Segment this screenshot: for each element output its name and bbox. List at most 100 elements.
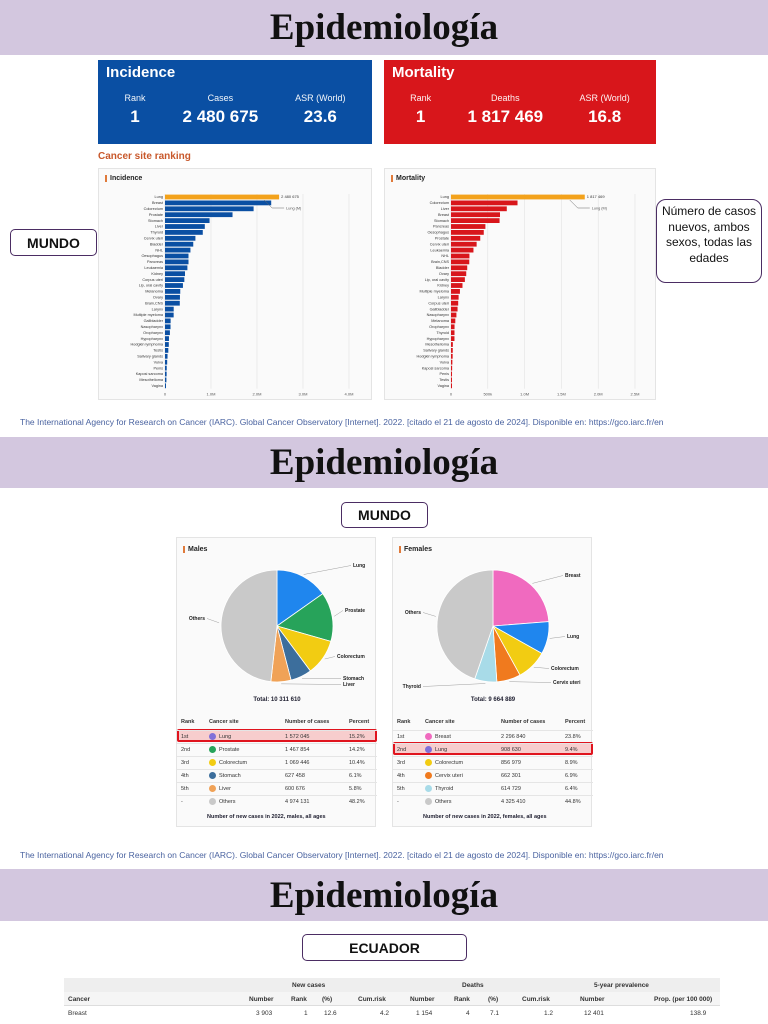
bar [451, 277, 465, 282]
legend-dot [209, 733, 216, 740]
rank-label: Rank [124, 93, 146, 103]
table-cell: 14.2% [349, 746, 365, 753]
bar [165, 283, 183, 288]
category-label: Mesothelioma [425, 343, 450, 347]
cell: Breast [68, 1010, 87, 1017]
table-row: 1st Lung 1 572 045 15.2% [177, 730, 377, 742]
cell: 1 [304, 1010, 308, 1017]
category-label: Leukaemia [144, 266, 163, 270]
leader-line [324, 656, 336, 660]
table-cell: 23.8% [565, 733, 581, 740]
category-label: Oesophagus [427, 231, 449, 235]
bar [165, 359, 168, 365]
legend-dot [209, 759, 216, 766]
table-cell: 6.1% [349, 772, 362, 779]
bar [451, 294, 459, 300]
slice-label: Thyroid [403, 684, 421, 690]
bar [165, 253, 189, 259]
rank-label: Rank [410, 93, 432, 103]
group-prevalence: 5-year prevalence [594, 982, 649, 989]
bar [451, 312, 457, 318]
category-label: Penis [154, 366, 164, 370]
category-label: Bladder [436, 266, 450, 270]
category-label: Kidney [151, 272, 163, 276]
table-cell: 4 325 410 [501, 798, 526, 805]
slice-label: Others [189, 616, 205, 622]
bar [165, 271, 186, 277]
table-cell: 2nd [397, 746, 407, 753]
table-row: 4th Cervix uteri 662 301 6.9% [393, 769, 593, 781]
slice-label: Others [405, 610, 421, 616]
incidence-title: Incidence [106, 64, 176, 81]
table-row: - Others 4 974 131 48.2% [177, 795, 377, 807]
category-label: Testis [153, 349, 163, 353]
category-label: Kaposi sarcoma [136, 372, 164, 376]
bar [165, 218, 210, 223]
slice-label: Lung [567, 634, 579, 640]
mortality-deaths: 1 817 469 [467, 107, 544, 126]
category-label: Colorectum [144, 207, 163, 211]
category-label: Prostate [149, 213, 163, 217]
col-number: Number [249, 996, 274, 1003]
category-label: Prostate [435, 237, 449, 241]
bar [451, 224, 486, 229]
category-label: Melanoma [145, 290, 164, 294]
bar [165, 247, 191, 253]
category-label: Corpus uteri [142, 278, 163, 282]
slice-label: Lung [353, 563, 365, 569]
slice-label: Breast [565, 573, 581, 579]
mortality-bar-chart: 0 500k 1.0M 1.5M 2.0M 2.5M Lung Colorectum Liver… [417, 194, 639, 397]
incidence-cases: 2 480 675 [182, 107, 259, 126]
mortality-card: Mortality Rank 1 Deaths 1 817 469 ASR (Wor… [384, 60, 656, 144]
category-label: Salivary glands [137, 355, 163, 359]
ecuador-table: New cases Deaths 5-year prevalence Cance… [64, 978, 720, 1020]
section-header: Epidemiología [0, 869, 768, 921]
table-cell: 5th [397, 785, 405, 792]
category-label: Lung [441, 195, 449, 199]
category-label: Brain,CNS [431, 260, 449, 264]
table-group-header: New cases Deaths 5-year prevalence [64, 978, 720, 992]
table-cell: 4th [181, 772, 189, 779]
table-cell: 44.8% [565, 798, 581, 805]
category-label: Brain,CNS [145, 301, 163, 305]
legend-dot [209, 772, 216, 779]
bar [451, 235, 481, 241]
category-label: Colorectum [430, 201, 449, 205]
cell: 138.9 [690, 1010, 707, 1017]
category-label: Oropharynx [143, 331, 163, 335]
table-cell: 4th [397, 772, 405, 779]
pie-slice [276, 593, 334, 642]
bar [451, 342, 453, 347]
bar [451, 324, 455, 330]
table-cell: 1st [397, 733, 405, 740]
legend-dot [209, 798, 216, 805]
bar [165, 259, 189, 265]
bar [451, 241, 477, 247]
leader-line [206, 618, 220, 623]
bar [165, 194, 280, 200]
category-label: Breast [152, 201, 164, 205]
incidence-rank: 1 [130, 107, 140, 126]
category-label: Penis [440, 372, 450, 376]
column-header: Percent [349, 719, 370, 725]
bar [451, 253, 470, 259]
legend-dot [209, 785, 216, 792]
category-label: Mesothelioma [139, 378, 164, 382]
males-table: Rank Cancer site Number of cases Percent 1st… [177, 714, 377, 826]
category-label: Liver [155, 225, 164, 229]
category-label: NHL [155, 248, 163, 252]
slice-label: Colorectum [337, 654, 365, 660]
table-cell: 908 630 [501, 746, 521, 753]
bar [451, 318, 456, 324]
col-rank: Rank [454, 996, 470, 1003]
bar [451, 300, 459, 306]
table-cell: 627 458 [285, 772, 305, 779]
col-prop: Prop. (per 100 000) [654, 996, 713, 1003]
bar [165, 224, 205, 229]
table-header: Cancer Number Rank (%) Cum.risk Number R… [64, 992, 720, 1006]
section-title: Epidemiología [269, 442, 499, 483]
table-cell: Others [219, 798, 236, 805]
group-new-cases: New cases [292, 982, 326, 989]
bar [451, 265, 468, 271]
table-cell: Cervix uteri [435, 772, 463, 779]
